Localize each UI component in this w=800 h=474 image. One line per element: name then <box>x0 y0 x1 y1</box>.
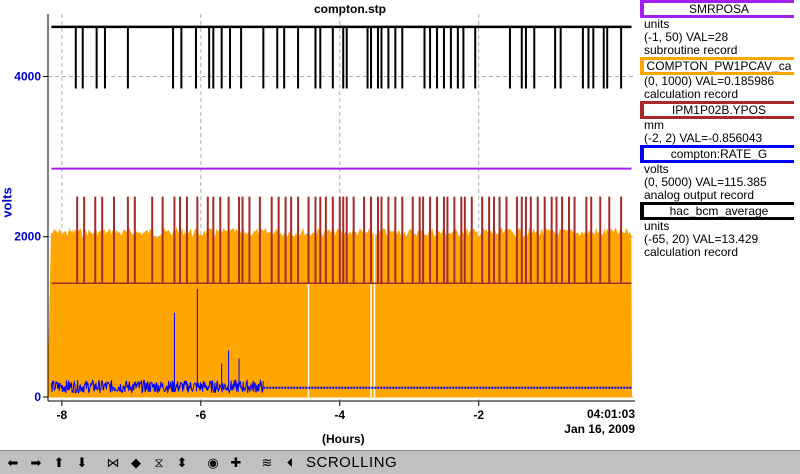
series-compton-rate-g <box>50 288 264 395</box>
y-tick-label: 4000 <box>14 69 41 83</box>
legend-item-smrposa[interactable]: SMRPOSA units (-1, 50) VAL=28 subroutine… <box>640 0 800 57</box>
legend-record: calculation record <box>644 245 739 259</box>
end-time: 04:01:03 <box>586 407 635 421</box>
series-compton-pw1pcav-ca <box>47 226 633 398</box>
x-tick-label: -4 <box>334 408 345 422</box>
expand-horizontal-icon[interactable]: ◆ <box>131 454 141 470</box>
legend-name[interactable]: SMRPOSA <box>640 0 794 18</box>
legend-range: (-1, 50) VAL=28 <box>644 30 729 44</box>
legend-record: analog output record <box>644 188 755 202</box>
legend-name[interactable]: compton:RATE_G <box>640 145 794 163</box>
legend-range: (-2, 2) VAL=-0.856043 <box>644 131 763 145</box>
zoom-fit-icon[interactable]: ◉ <box>207 454 219 470</box>
legend-name[interactable]: COMPTON_PW1PCAV_ca <box>640 57 794 75</box>
end-date: Jan 16, 2009 <box>564 422 635 436</box>
expand-vertical-icon[interactable]: ⬍ <box>176 454 188 470</box>
end-timestamp: 04:01:03 Jan 16, 2009 <box>555 407 635 437</box>
legend-units: units <box>644 219 670 233</box>
legend-range: (-65, 20) VAL=13.429 <box>644 232 759 246</box>
left-arrow-icon[interactable]: ⬅ <box>7 454 19 470</box>
squeeze-horizontal-icon[interactable]: ⋈ <box>106 454 120 470</box>
legend-units: units <box>644 17 670 31</box>
down-arrow-icon[interactable]: ⬇ <box>76 454 88 470</box>
legend-range: (0, 5000) VAL=115.385 <box>644 175 767 189</box>
legend-item-compton-pw1pcav[interactable]: COMPTON_PW1PCAV_ca (0, 1000) VAL=0.18598… <box>640 57 800 101</box>
up-arrow-icon[interactable]: ⬆ <box>53 454 65 470</box>
x-axis-label: (Hours) <box>322 432 365 446</box>
toolbar: ⬅ ➡ ⬆ ⬇ ⋈ ◆ ⧖ ⬍ ◉ ✚ ≋ ⏴ SCROLLING <box>0 450 800 474</box>
x-tick-label: -2 <box>473 408 484 422</box>
legend-units: mm <box>644 118 664 132</box>
legend-record: calculation record <box>644 87 739 101</box>
strip-chart: -8 -6 -4 -2 0 2000 4000 <box>14 14 635 422</box>
y-axis-label: volts <box>0 187 15 218</box>
y-tick-label: 0 <box>34 390 41 404</box>
legend-item-hac-bcm-average[interactable]: hac_bcm_average units (-65, 20) VAL=13.4… <box>640 202 800 259</box>
scrolling-status: SCROLLING <box>306 454 398 471</box>
autoscale-icon[interactable]: ≋ <box>261 454 273 470</box>
right-arrow-icon[interactable]: ➡ <box>30 454 42 470</box>
scroll-back-icon[interactable]: ⏴ <box>286 454 294 470</box>
legend: SMRPOSA units (-1, 50) VAL=28 subroutine… <box>640 0 800 259</box>
legend-name[interactable]: hac_bcm_average <box>640 202 794 220</box>
squeeze-vertical-icon[interactable]: ⧖ <box>154 454 164 470</box>
legend-units: volts <box>644 162 669 176</box>
y-tick-label: 2000 <box>14 230 41 244</box>
zoom-in-icon[interactable]: ✚ <box>230 454 242 470</box>
chart-title: compton.stp <box>314 2 386 16</box>
legend-record: subroutine record <box>644 43 738 57</box>
legend-range: (0, 1000) VAL=0.185986 <box>644 74 775 88</box>
legend-item-compton-rate-g[interactable]: compton:RATE_G volts (0, 5000) VAL=115.3… <box>640 145 800 202</box>
x-tick-label: -6 <box>195 408 206 422</box>
legend-item-ipm1p02b[interactable]: IPM1P02B.YPOS mm (-2, 2) VAL=-0.856043 <box>640 101 800 145</box>
x-tick-label: -8 <box>57 408 68 422</box>
legend-name[interactable]: IPM1P02B.YPOS <box>640 101 794 119</box>
